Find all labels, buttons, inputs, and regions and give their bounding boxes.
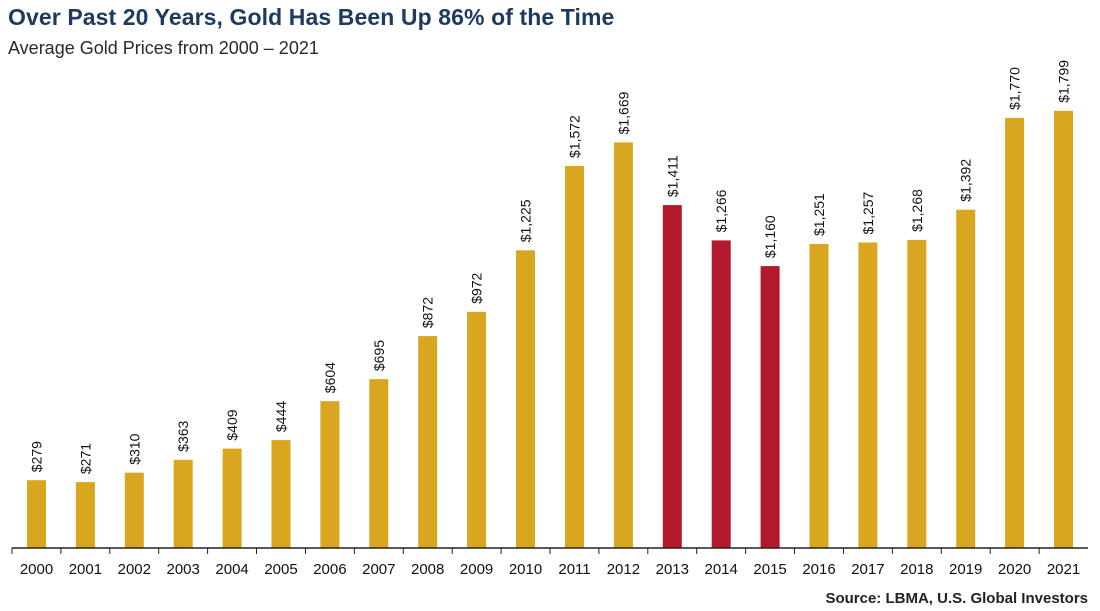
x-tick-2012: 2012: [607, 561, 640, 578]
bar-2004: [222, 448, 242, 548]
value-label-2001: $271: [77, 443, 93, 474]
x-tick-2016: 2016: [802, 561, 835, 578]
bar-2017: [858, 242, 878, 548]
bar-2021: [1054, 110, 1073, 549]
value-label-2018: $1,268: [909, 189, 925, 232]
x-tick-2019: 2019: [949, 561, 982, 578]
x-tick-2015: 2015: [753, 561, 786, 578]
bar-2016: [809, 244, 829, 548]
value-label-2005: $444: [273, 401, 289, 432]
x-tick-2011: 2011: [558, 561, 590, 578]
value-label-2009: $972: [469, 272, 485, 303]
x-tick-2018: 2018: [900, 561, 933, 578]
chart-title: Over Past 20 Years, Gold Has Been Up 86%…: [8, 4, 615, 30]
x-tick-2021: 2021: [1047, 561, 1080, 578]
x-tick-2003: 2003: [167, 561, 200, 578]
chart-subtitle: Average Gold Prices from 2000 – 2021: [8, 38, 319, 58]
bar-2008: [418, 336, 438, 548]
value-label-2013: $1,411: [664, 155, 680, 197]
value-label-2017: $1,257: [860, 191, 876, 234]
bar-2020: [1005, 117, 1025, 549]
bar-2002: [124, 472, 144, 548]
x-tick-2013: 2013: [656, 561, 689, 578]
bar-2006: [320, 401, 340, 548]
value-label-2002: $310: [126, 433, 142, 464]
bar-2010: [516, 250, 535, 549]
value-label-2014: $1,266: [713, 189, 729, 232]
x-tick-2014: 2014: [705, 561, 738, 578]
bar-2001: [75, 482, 95, 548]
value-label-2000: $279: [29, 441, 45, 472]
value-label-2020: $1,770: [1007, 67, 1023, 110]
value-label-2012: $1,669: [615, 91, 631, 134]
source-note: Source: LBMA, U.S. Global Investors: [825, 590, 1088, 607]
bar-2007: [369, 379, 389, 548]
bar-2012: [613, 142, 633, 548]
value-label-2016: $1,251: [811, 193, 827, 236]
x-tick-2007: 2007: [362, 561, 395, 578]
value-label-2021: $1,799: [1056, 60, 1072, 103]
bar-2009: [467, 311, 487, 548]
value-label-2004: $409: [224, 409, 240, 440]
x-tick-2017: 2017: [851, 561, 884, 578]
x-tick-2010: 2010: [509, 561, 542, 578]
bar-2013: [662, 205, 682, 548]
x-tick-2000: 2000: [20, 561, 53, 578]
value-label-2019: $1,392: [958, 159, 974, 202]
value-label-2015: $1,160: [762, 215, 778, 258]
bar-2018: [907, 239, 927, 548]
bar-2014: [711, 240, 731, 548]
value-label-2006: $604: [322, 362, 338, 393]
x-tick-2006: 2006: [313, 561, 346, 578]
x-tick-2004: 2004: [215, 561, 248, 578]
x-tick-2008: 2008: [411, 561, 444, 578]
bar-2005: [271, 440, 291, 548]
value-label-2011: $1,572: [567, 115, 583, 158]
x-tick-2020: 2020: [998, 561, 1031, 578]
value-label-2008: $872: [420, 297, 436, 328]
value-label-2010: $1,225: [518, 199, 534, 242]
bar-2011: [565, 166, 584, 548]
value-label-2003: $363: [175, 420, 191, 451]
x-tick-2001: 2001: [69, 561, 102, 578]
x-tick-2009: 2009: [460, 561, 493, 578]
value-label-2007: $695: [371, 340, 387, 371]
x-tick-2002: 2002: [118, 561, 151, 578]
x-tick-2005: 2005: [264, 561, 297, 578]
bar-2003: [173, 459, 193, 548]
bar-2019: [956, 209, 976, 548]
bar-2000: [27, 480, 46, 548]
bar-2015: [760, 266, 780, 548]
